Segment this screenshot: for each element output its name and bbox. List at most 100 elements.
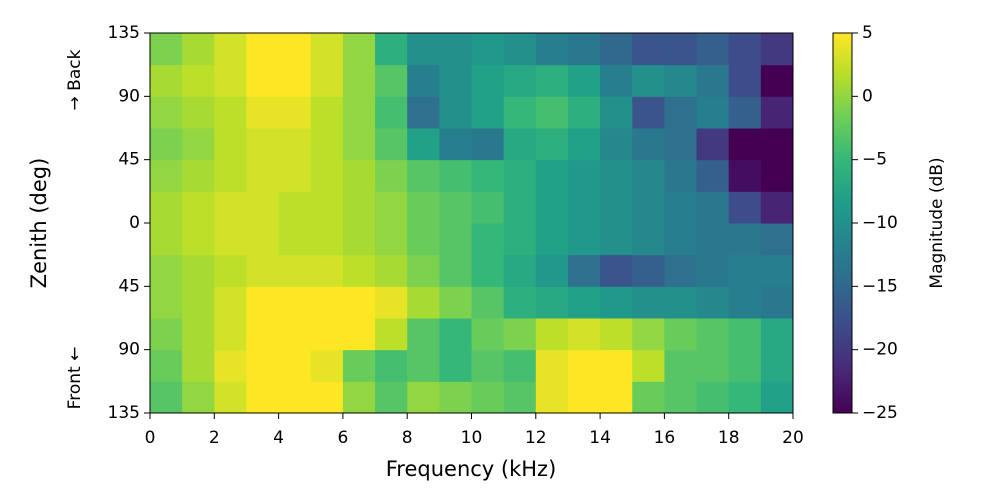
- heat-cell: [567, 191, 601, 224]
- heat-cell: [600, 223, 633, 256]
- heat-cell: [567, 286, 601, 319]
- y-annotation: Front ←: [65, 347, 85, 410]
- heat-cell: [182, 33, 215, 66]
- heat-cell: [407, 191, 440, 224]
- heat-cell: [214, 64, 247, 97]
- heat-cell: [503, 318, 537, 351]
- colorbar-tick-label: −20: [862, 340, 898, 360]
- heat-cell: [728, 96, 762, 129]
- heat-cell: [439, 318, 472, 351]
- heat-cell: [696, 191, 730, 224]
- heat-cell: [503, 191, 537, 224]
- heat-cell: [567, 318, 601, 351]
- heat-cell: [150, 223, 183, 256]
- heat-cell: [471, 223, 505, 256]
- heat-cell: [310, 159, 344, 192]
- heat-cell: [503, 159, 537, 192]
- heat-cell: [600, 64, 633, 97]
- heat-cell: [342, 223, 376, 256]
- heat-cell: [214, 381, 247, 414]
- heat-cell: [696, 96, 730, 129]
- heat-cell: [278, 223, 312, 256]
- y-annotation: → Back: [65, 49, 85, 110]
- heat-cell: [760, 128, 794, 161]
- heat-cell: [760, 254, 794, 287]
- heat-cell: [503, 223, 537, 256]
- heat-cell: [310, 96, 344, 129]
- heat-cell: [150, 349, 183, 382]
- heat-cell: [182, 318, 215, 351]
- heat-cell: [439, 128, 472, 161]
- heat-cell: [407, 286, 440, 319]
- colorbar-tick-label: −10: [862, 213, 898, 233]
- heat-cell: [632, 159, 665, 192]
- heat-cell: [278, 191, 312, 224]
- heat-cell: [728, 128, 762, 161]
- heat-cell: [342, 128, 376, 161]
- x-tick-label: 0: [145, 428, 156, 448]
- heat-cell: [696, 33, 730, 66]
- heat-cell: [567, 349, 601, 382]
- heat-cell: [471, 96, 505, 129]
- heat-cell: [471, 33, 505, 66]
- heat-cell: [150, 254, 183, 287]
- x-tick-label: 10: [461, 428, 483, 448]
- heat-cell: [471, 254, 505, 287]
- heat-cell: [567, 96, 601, 129]
- heat-cell: [310, 349, 344, 382]
- heat-cell: [150, 159, 183, 192]
- heat-cell: [150, 128, 183, 161]
- heat-cell: [535, 159, 569, 192]
- heat-cell: [246, 254, 280, 287]
- heat-cell: [760, 33, 794, 66]
- heat-cell: [632, 254, 665, 287]
- heat-cell: [407, 128, 440, 161]
- heat-cell: [503, 96, 537, 129]
- heat-cell: [600, 191, 633, 224]
- heat-cell: [696, 159, 730, 192]
- heat-cell: [664, 223, 698, 256]
- x-tick-label: 20: [782, 428, 804, 448]
- heat-cell: [375, 191, 408, 224]
- heat-cell: [278, 96, 312, 129]
- heat-cell: [664, 254, 698, 287]
- heat-cell: [728, 64, 762, 97]
- heat-cell: [182, 128, 215, 161]
- heat-cell: [246, 381, 280, 414]
- heat-cell: [246, 159, 280, 192]
- heat-cell: [760, 286, 794, 319]
- heat-cell: [503, 381, 537, 414]
- heat-cell: [632, 128, 665, 161]
- heat-cell: [696, 223, 730, 256]
- heat-cell: [278, 381, 312, 414]
- heat-cell: [246, 191, 280, 224]
- heat-cell: [182, 96, 215, 129]
- heat-cell: [278, 33, 312, 66]
- heat-cell: [728, 318, 762, 351]
- heat-cell: [535, 128, 569, 161]
- heat-cell: [182, 381, 215, 414]
- heat-cell: [246, 33, 280, 66]
- x-tick-label: 14: [589, 428, 611, 448]
- x-tick-label: 12: [525, 428, 547, 448]
- heat-cell: [246, 64, 280, 97]
- heat-cell: [696, 318, 730, 351]
- x-tick-label: 6: [337, 428, 348, 448]
- heat-cell: [760, 159, 794, 192]
- heat-cell: [278, 286, 312, 319]
- colorbar-tick-label: −15: [862, 276, 898, 296]
- heat-cell: [342, 254, 376, 287]
- heat-cell: [278, 128, 312, 161]
- heat-cell: [375, 318, 408, 351]
- heat-cell: [150, 318, 183, 351]
- heat-cell: [214, 96, 247, 129]
- heat-cell: [182, 286, 215, 319]
- heat-cell: [632, 191, 665, 224]
- heat-cell: [439, 381, 472, 414]
- heat-cell: [535, 254, 569, 287]
- heat-cell: [214, 349, 247, 382]
- heat-cell: [150, 286, 183, 319]
- heat-cell: [375, 349, 408, 382]
- heat-cell: [503, 128, 537, 161]
- y-tick-label: 135: [108, 403, 140, 423]
